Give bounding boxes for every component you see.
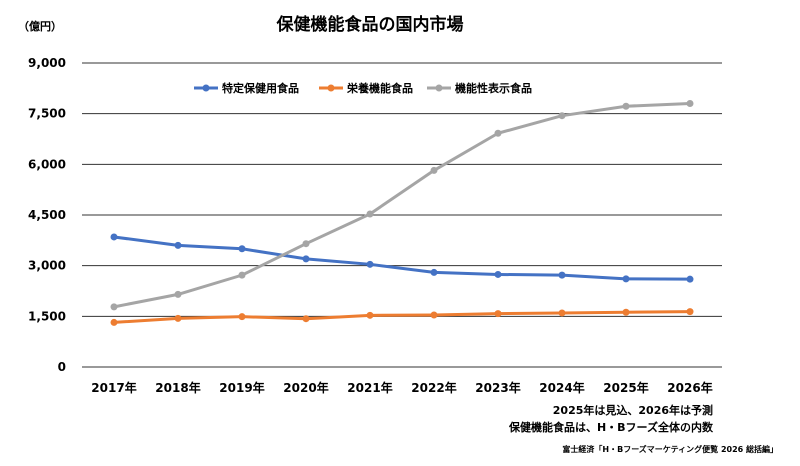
y-axis-ticks: 0 1,500 3,000 4,500 6,000 7,500 9,000 (28, 56, 66, 374)
x-tick-label: 2020年 (283, 380, 328, 395)
data-point (686, 100, 694, 108)
data-point (494, 270, 502, 278)
series-line-1 (112, 310, 692, 324)
y-tick-label: 0 (58, 360, 66, 374)
data-point (238, 271, 246, 279)
y-tick-label: 4,500 (28, 208, 66, 222)
x-tick-label: 2021年 (347, 380, 392, 395)
legend-marker (327, 84, 335, 92)
data-point (430, 268, 438, 276)
series-lines (110, 100, 694, 326)
x-tick-label: 2026年 (667, 380, 712, 395)
data-point (366, 311, 374, 319)
note-forecast: 2025年は見込、2026年は予測 (553, 403, 713, 417)
data-point (622, 102, 630, 110)
gridlines (82, 62, 722, 368)
data-point (302, 255, 310, 263)
x-tick-label: 2022年 (411, 380, 456, 395)
data-point (174, 290, 182, 298)
data-point (238, 313, 246, 321)
data-point (558, 309, 566, 317)
x-tick-label: 2018年 (155, 380, 200, 395)
chart-title: 保健機能食品の国内市場 (276, 14, 464, 35)
data-point (238, 245, 246, 253)
data-point (558, 271, 566, 279)
data-point (302, 240, 310, 248)
series-line-0 (112, 235, 692, 281)
x-tick-label: 2017年 (91, 380, 136, 395)
data-point (174, 241, 182, 249)
series-line-2 (112, 102, 692, 309)
data-point (366, 210, 374, 218)
data-point (302, 315, 310, 323)
data-point (110, 318, 118, 326)
y-tick-label: 1,500 (28, 309, 66, 323)
note-scope: 保健機能食品は、H・Bフーズ全体の内数 (508, 420, 714, 434)
data-point (686, 275, 694, 283)
legend-label: 特定保健用食品 (222, 81, 299, 95)
legend-marker (202, 84, 210, 92)
data-point (174, 314, 182, 322)
data-point (430, 166, 438, 174)
data-point (622, 275, 630, 283)
data-point (110, 233, 118, 241)
legend-label: 機能性表示食品 (455, 81, 532, 95)
data-point (110, 303, 118, 311)
data-point (686, 308, 694, 316)
y-tick-label: 3,000 (28, 259, 66, 273)
y-tick-label: 6,000 (28, 157, 66, 171)
y-axis-unit: （億円） (18, 19, 62, 33)
y-tick-label: 7,500 (28, 107, 66, 121)
x-tick-label: 2019年 (219, 380, 264, 395)
data-point (494, 129, 502, 137)
x-tick-label: 2024年 (539, 380, 584, 395)
data-point (494, 310, 502, 318)
x-tick-label: 2023年 (475, 380, 520, 395)
data-point (622, 308, 630, 316)
legend-label: 栄養機能食品 (346, 81, 413, 95)
legend: 特定保健用食品 栄養機能食品 機能性表示食品 (194, 81, 532, 95)
x-axis-ticks: 2017年 2018年 2019年 2020年 2021年 2022年 2023年 2024年… (91, 380, 712, 395)
x-tick-label: 2025年 (603, 380, 648, 395)
data-point (558, 112, 566, 120)
y-tick-label: 9,000 (28, 56, 66, 70)
source-citation: 富士経済「H・Bフーズマーケティング便覧 2026 総括編」 (562, 444, 778, 454)
data-point (430, 311, 438, 319)
data-point (366, 260, 374, 268)
legend-marker (435, 84, 443, 92)
